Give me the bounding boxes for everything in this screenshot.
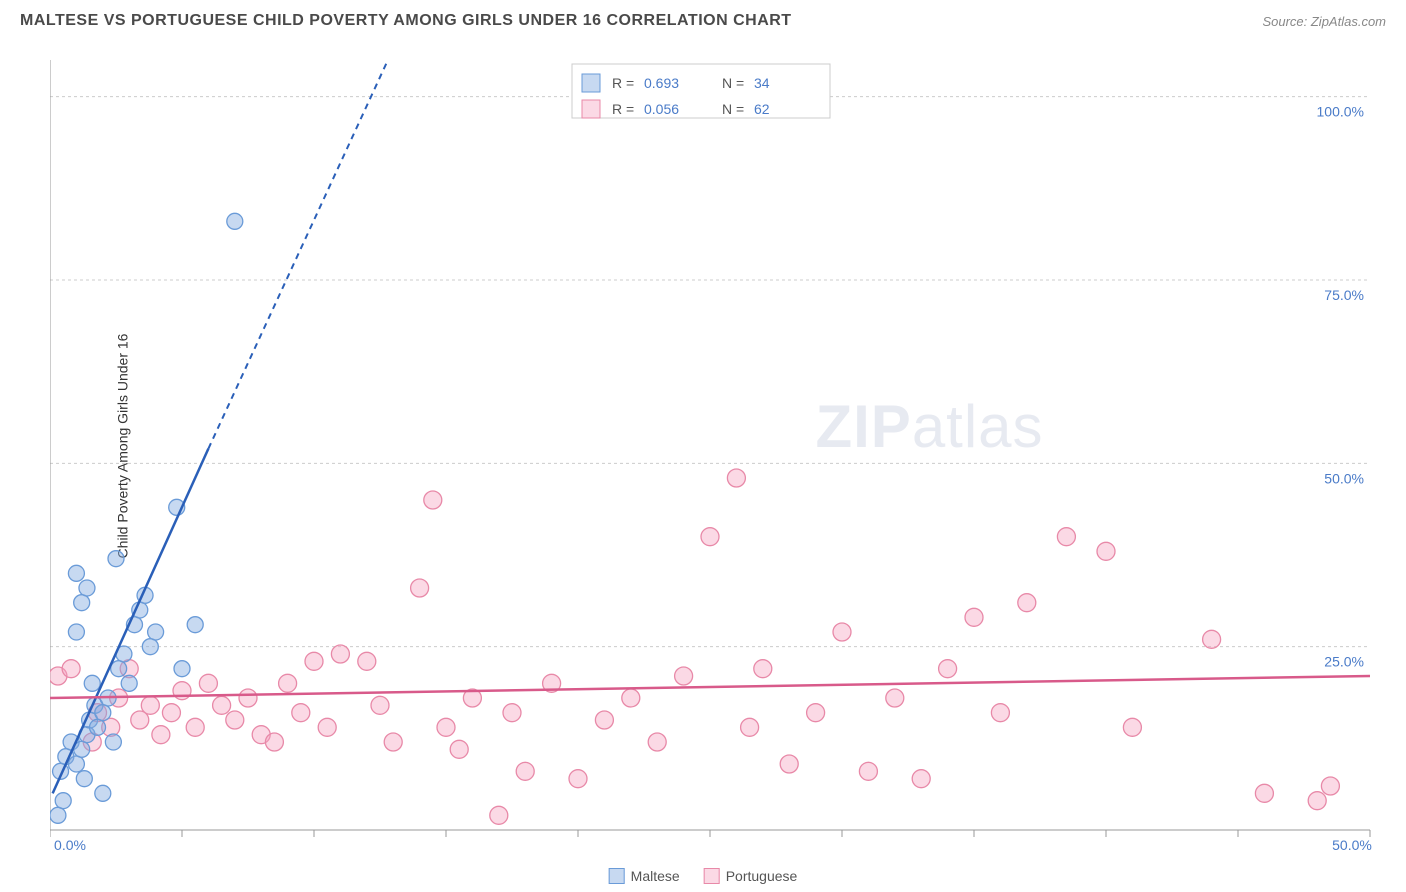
svg-text:75.0%: 75.0%: [1324, 287, 1364, 303]
svg-text:R =: R =: [612, 75, 634, 91]
svg-text:62: 62: [754, 101, 770, 117]
svg-text:0.056: 0.056: [644, 101, 679, 117]
svg-text:34: 34: [754, 75, 770, 91]
svg-text:50.0%: 50.0%: [1324, 470, 1364, 486]
chart-title: MALTESE VS PORTUGUESE CHILD POVERTY AMON…: [20, 12, 792, 30]
legend-item-portuguese: Portuguese: [704, 868, 798, 884]
chart-header: MALTESE VS PORTUGUESE CHILD POVERTY AMON…: [0, 0, 1406, 38]
svg-text:50.0%: 50.0%: [1332, 837, 1372, 850]
legend-label: Maltese: [631, 868, 680, 884]
legend-label: Portuguese: [726, 868, 798, 884]
svg-text:0.0%: 0.0%: [54, 837, 86, 850]
legend-item-maltese: Maltese: [609, 868, 680, 884]
scatter-chart: 25.0% 50.0% 75.0% 100.0% 0.0% 50.0% R = 0.693 N …: [50, 50, 1386, 850]
chart-area: 25.0% 50.0% 75.0% 100.0% 0.0% 50.0% R = 0.693 N …: [50, 50, 1386, 852]
svg-text:R =: R =: [612, 101, 634, 117]
svg-text:100.0%: 100.0%: [1317, 104, 1364, 120]
legend-swatch-icon: [609, 868, 625, 884]
legend-swatch-icon: [704, 868, 720, 884]
source-attribution: Source: ZipAtlas.com: [1262, 14, 1386, 29]
svg-text:N =: N =: [722, 75, 744, 91]
svg-text:25.0%: 25.0%: [1324, 654, 1364, 670]
svg-text:0.693: 0.693: [644, 75, 679, 91]
svg-text:N =: N =: [722, 101, 744, 117]
series-legend: Maltese Portuguese: [609, 868, 798, 884]
